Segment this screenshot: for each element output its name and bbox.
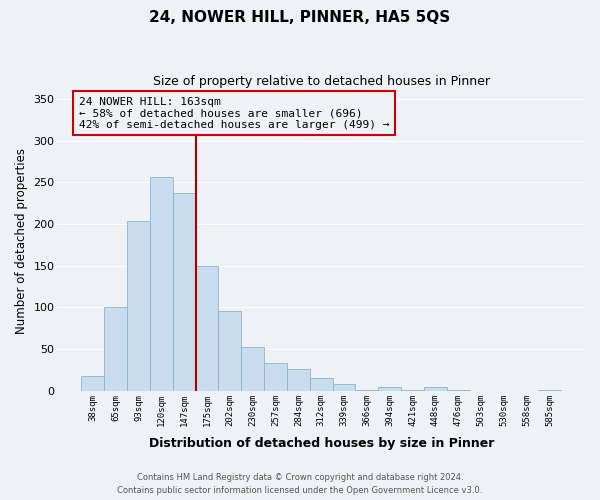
Bar <box>241 348 264 391</box>
Bar <box>173 193 196 391</box>
Title: Size of property relative to detached houses in Pinner: Size of property relative to detached ho… <box>153 75 490 88</box>
Bar <box>287 369 310 391</box>
Y-axis label: Number of detached properties: Number of detached properties <box>15 148 28 334</box>
X-axis label: Distribution of detached houses by size in Pinner: Distribution of detached houses by size … <box>149 437 494 450</box>
Bar <box>82 376 104 391</box>
Bar <box>104 308 127 391</box>
Bar <box>355 390 379 391</box>
Bar <box>332 384 355 391</box>
Bar <box>538 390 561 391</box>
Bar <box>310 378 332 391</box>
Bar <box>218 311 241 391</box>
Bar <box>424 386 447 391</box>
Bar <box>196 266 218 391</box>
Text: 24, NOWER HILL, PINNER, HA5 5QS: 24, NOWER HILL, PINNER, HA5 5QS <box>149 10 451 25</box>
Bar <box>127 220 150 391</box>
Bar <box>401 390 424 391</box>
Bar <box>379 386 401 391</box>
Text: Contains HM Land Registry data © Crown copyright and database right 2024.
Contai: Contains HM Land Registry data © Crown c… <box>118 474 482 495</box>
Bar <box>150 178 173 391</box>
Bar <box>264 364 287 391</box>
Bar <box>447 390 470 391</box>
Text: 24 NOWER HILL: 163sqm
← 58% of detached houses are smaller (696)
42% of semi-det: 24 NOWER HILL: 163sqm ← 58% of detached … <box>79 96 389 130</box>
